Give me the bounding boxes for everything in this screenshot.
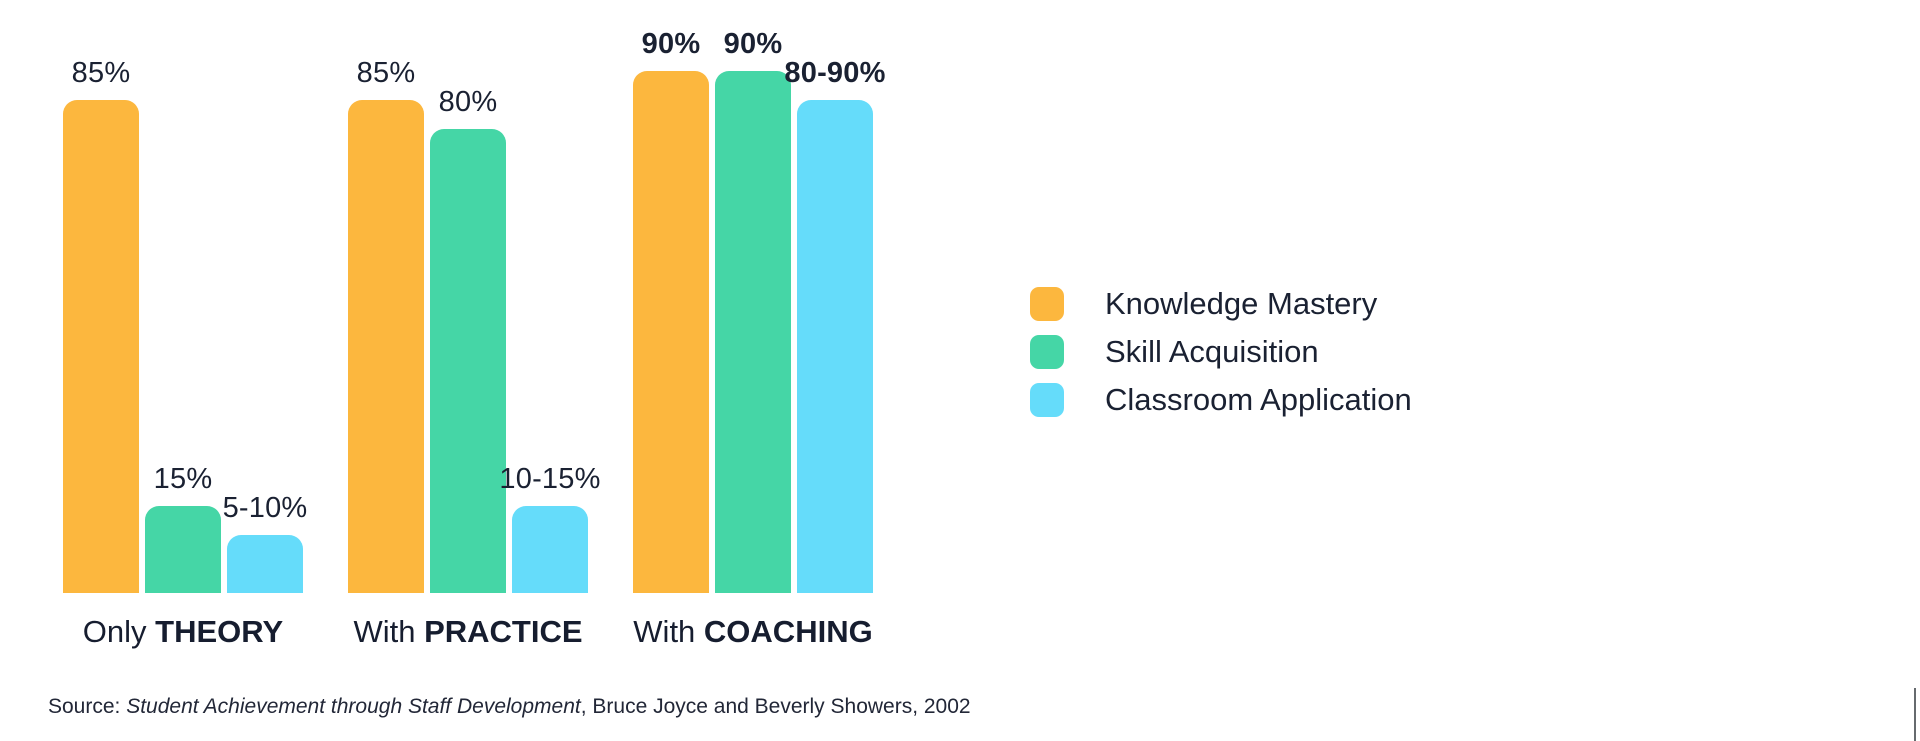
category-label-theory: Only THEORY xyxy=(82,614,284,649)
source-citation: Source: Student Achievement through Staf… xyxy=(48,694,971,720)
legend-swatch-skill-acquisition xyxy=(1030,335,1064,369)
category-label-practice: With PRACTICE xyxy=(353,614,583,649)
bar-skill-acquisition-only-theory xyxy=(145,506,221,593)
bar-classroom-application-with-practice xyxy=(512,506,588,593)
bar-value-label: 80% xyxy=(438,86,498,118)
bar-chart: 85% 15% 5-10% Only THEORY 85% 80% 10-15% With P… xyxy=(63,28,886,649)
right-edge-line xyxy=(1914,688,1916,741)
bar-value-label: 5-10% xyxy=(222,492,308,524)
category-label-coaching: With COACHING xyxy=(633,614,873,649)
legend-swatch-classroom-application xyxy=(1030,383,1064,417)
bar-value-label: 85% xyxy=(356,57,416,89)
source-prefix: Source: xyxy=(48,695,127,718)
bar-classroom-application-only-theory xyxy=(227,535,303,593)
source-title: Student Achievement through Staff Develo… xyxy=(126,695,581,718)
bar-value-label: 15% xyxy=(153,463,213,495)
legend-swatch-knowledge-mastery xyxy=(1030,287,1064,321)
bar-classroom-application-with-coaching xyxy=(797,100,873,593)
legend-label: Classroom Application xyxy=(1105,382,1412,417)
bar-knowledge-mastery-with-practice xyxy=(348,100,424,593)
legend-label: Skill Acquisition xyxy=(1105,334,1319,369)
source-suffix: , Bruce Joyce and Beverly Showers, 2002 xyxy=(580,695,971,718)
bar-skill-acquisition-with-practice xyxy=(430,129,506,593)
bar-value-label: 90% xyxy=(723,28,783,60)
bar-value-label: 10-15% xyxy=(499,463,601,495)
bar-knowledge-mastery-only-theory xyxy=(63,100,139,593)
bar-value-label: 85% xyxy=(71,57,131,89)
legend-item-knowledge-mastery: Knowledge Mastery xyxy=(1030,287,1377,321)
bar-knowledge-mastery-with-coaching xyxy=(633,71,709,593)
bar-skill-acquisition-with-coaching xyxy=(715,71,791,593)
legend-item-classroom-application: Classroom Application xyxy=(1030,383,1412,417)
legend-item-skill-acquisition: Skill Acquisition xyxy=(1030,335,1319,369)
bar-value-label: 90% xyxy=(641,28,701,60)
legend-label: Knowledge Mastery xyxy=(1105,286,1378,321)
bar-value-label: 80-90% xyxy=(784,57,886,89)
